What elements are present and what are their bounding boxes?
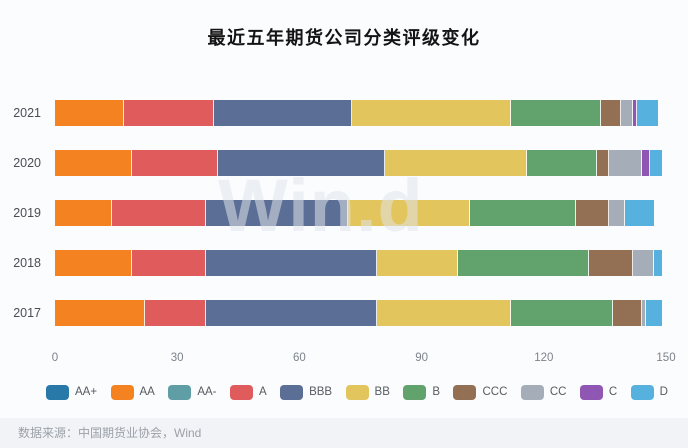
- legend-label-CCC: CCC: [482, 386, 508, 398]
- segment-2021-BB[interactable]: [352, 100, 512, 126]
- year-label-2021: 2021: [13, 106, 41, 120]
- segment-2017-AA[interactable]: [55, 300, 145, 326]
- legend-swatch-AA+: [46, 384, 69, 400]
- segment-2021-AA[interactable]: [55, 100, 125, 126]
- legend: AA+ AA AA- A BBB BB B CCC CC C D: [46, 383, 668, 401]
- segment-2017-CC[interactable]: [641, 300, 646, 326]
- legend-item-BBB[interactable]: BBB: [280, 384, 333, 400]
- segment-2020-A[interactable]: [132, 150, 218, 176]
- segment-2017-BB[interactable]: [376, 300, 512, 326]
- legend-label-CC: CC: [549, 386, 567, 398]
- x-tick-0: 0: [51, 352, 59, 364]
- legend-swatch-CCC: [453, 384, 477, 400]
- year-label-2019: 2019: [13, 206, 41, 220]
- footer-bar: 数据来源：中国期货业协会，Wind: [0, 418, 688, 448]
- legend-item-CC[interactable]: CC: [520, 384, 567, 400]
- legend-label-B: B: [432, 386, 440, 398]
- bar-row-2017: [55, 300, 666, 326]
- legend-item-C[interactable]: C: [579, 384, 618, 400]
- segment-2017-B[interactable]: [511, 300, 614, 326]
- segment-2017-CCC[interactable]: [613, 300, 642, 326]
- segment-2019-A[interactable]: [112, 200, 206, 226]
- year-label-2017: 2017: [13, 306, 41, 320]
- legend-label-AA-: AA-: [197, 386, 217, 398]
- segment-2020-AA[interactable]: [55, 150, 133, 176]
- year-label-2018: 2018: [13, 256, 41, 270]
- x-tick-60: 60: [292, 352, 306, 364]
- segment-2021-CCC[interactable]: [600, 100, 622, 126]
- segment-2021-B[interactable]: [511, 100, 601, 126]
- bar-row-2021: [55, 100, 666, 126]
- segment-2021-BBB[interactable]: [213, 100, 353, 126]
- legend-label-BB: BB: [374, 386, 390, 398]
- legend-label-A: A: [258, 386, 267, 398]
- segment-2020-B[interactable]: [527, 150, 597, 176]
- legend-item-AA[interactable]: AA: [110, 384, 155, 400]
- segment-2017-D[interactable]: [645, 300, 662, 326]
- legend-label-C: C: [608, 386, 618, 398]
- segment-2019-CC[interactable]: [608, 200, 626, 226]
- legend-swatch-B: [403, 384, 427, 400]
- legend-swatch-BBB: [280, 384, 304, 400]
- legend-swatch-AA: [110, 384, 134, 400]
- segment-2018-CCC[interactable]: [588, 250, 634, 276]
- bar-row-2020: [55, 150, 666, 176]
- segment-2021-C[interactable]: [633, 100, 638, 126]
- segment-2019-CCC[interactable]: [576, 200, 609, 226]
- segment-2021-A[interactable]: [124, 100, 214, 126]
- segment-2019-BBB[interactable]: [205, 200, 349, 226]
- segment-2018-AA[interactable]: [55, 250, 133, 276]
- legend-item-CCC[interactable]: CCC: [453, 384, 508, 400]
- segment-2020-CC[interactable]: [608, 150, 642, 176]
- segment-2018-BBB[interactable]: [205, 250, 377, 276]
- legend-item-B[interactable]: B: [403, 384, 440, 400]
- segment-2017-BBB[interactable]: [205, 300, 377, 326]
- segment-2019-AA[interactable]: [55, 200, 113, 226]
- segment-2020-BBB[interactable]: [217, 150, 385, 176]
- legend-label-AA+: AA+: [75, 386, 98, 398]
- legend-item-BB[interactable]: BB: [345, 384, 390, 400]
- segment-2020-CCC[interactable]: [596, 150, 609, 176]
- segment-2021-D[interactable]: [637, 100, 658, 126]
- segment-2018-BB[interactable]: [376, 250, 459, 276]
- legend-label-AA: AA: [139, 386, 155, 398]
- segment-2019-BB[interactable]: [348, 200, 471, 226]
- legend-swatch-BB: [345, 384, 369, 400]
- segment-2017-A[interactable]: [144, 300, 206, 326]
- legend-label-D: D: [659, 386, 668, 398]
- legend-item-AA-[interactable]: AA-: [168, 384, 217, 400]
- legend-label-BBB: BBB: [309, 386, 333, 398]
- segment-2019-B[interactable]: [470, 200, 577, 226]
- segment-2018-CC[interactable]: [633, 250, 654, 276]
- year-label-2020: 2020: [13, 156, 41, 170]
- legend-swatch-CC: [520, 384, 544, 400]
- segment-2018-D[interactable]: [653, 250, 662, 276]
- x-tick-90: 90: [415, 352, 428, 364]
- segment-2020-D[interactable]: [649, 150, 662, 176]
- legend-item-A[interactable]: A: [229, 384, 267, 400]
- legend-item-AA+[interactable]: AA+: [46, 384, 98, 400]
- legend-swatch-C: [579, 384, 603, 400]
- data-source-text: 数据来源：中国期货业协会，Wind: [18, 426, 202, 440]
- segment-2018-B[interactable]: [458, 250, 589, 276]
- x-tick-30: 30: [170, 352, 184, 364]
- chart-title: 最近五年期货公司分类评级变化: [207, 28, 481, 48]
- legend-swatch-D: [630, 384, 654, 400]
- bar-row-2018: [55, 250, 666, 276]
- segment-2018-A[interactable]: [132, 250, 206, 276]
- x-tick-120: 120: [534, 352, 554, 364]
- segment-2021-CC[interactable]: [621, 100, 634, 126]
- legend-swatch-A: [229, 384, 253, 400]
- bar-row-2019: [55, 200, 666, 226]
- x-tick-150: 150: [656, 352, 676, 364]
- legend-item-D[interactable]: D: [630, 384, 668, 400]
- segment-2019-D[interactable]: [625, 200, 654, 226]
- segment-2020-BB[interactable]: [384, 150, 528, 176]
- legend-swatch-AA-: [168, 384, 192, 400]
- segment-2020-C[interactable]: [641, 150, 650, 176]
